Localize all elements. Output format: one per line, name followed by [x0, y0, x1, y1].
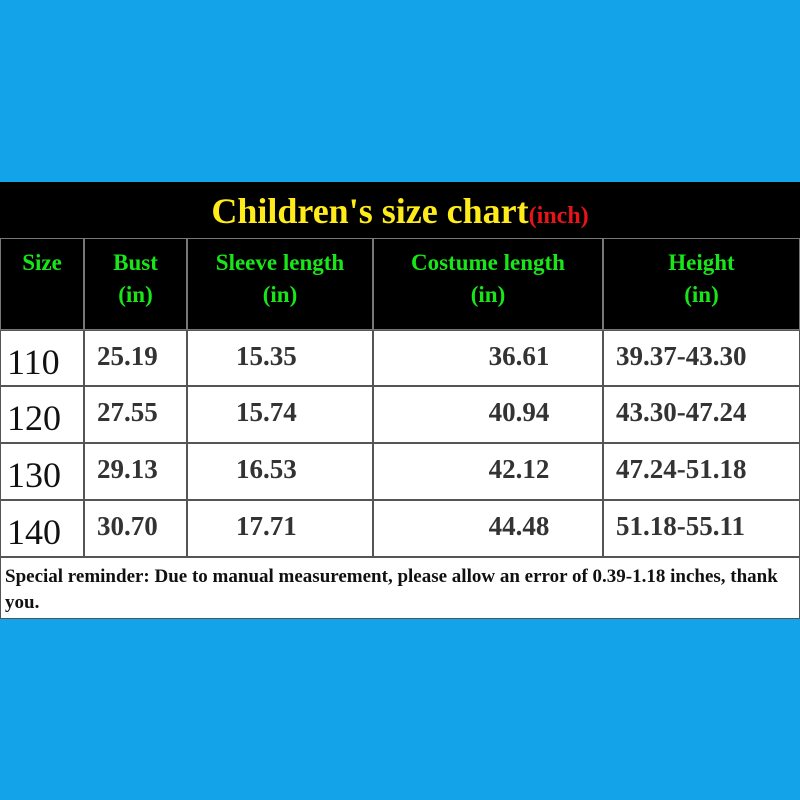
value-cell: 17.71	[187, 500, 373, 557]
size-cell: 140	[0, 500, 84, 557]
note: Special reminder: Due to manual measurem…	[0, 557, 800, 619]
value-cell: 27.55	[84, 386, 187, 443]
value-cell: 36.61	[373, 330, 603, 386]
header-label: Size	[22, 250, 62, 275]
value-cell: 42.12	[373, 443, 603, 500]
header-label: Height	[668, 250, 735, 275]
header-unit: (in)	[262, 282, 298, 307]
size-cell: 110	[0, 330, 84, 386]
header-unit: (in)	[684, 282, 719, 307]
value-cell: 44.48	[373, 500, 603, 557]
value-cell: 39.37-43.30	[603, 330, 800, 386]
header-label: Sleeve length	[215, 250, 345, 275]
value-cell: 25.19	[84, 330, 187, 386]
value-cell: 40.94	[373, 386, 603, 443]
header-label: Costume length	[411, 250, 565, 275]
value-cell: 43.30-47.24	[603, 386, 800, 443]
header-cell: Costume length (in)	[373, 238, 603, 330]
header-unit: (in)	[118, 282, 153, 307]
header-cell: Size	[0, 238, 84, 330]
value-cell: 51.18-55.11	[603, 500, 800, 557]
size-cell: 130	[0, 443, 84, 500]
size-cell: 120	[0, 386, 84, 443]
value-cell: 15.74	[187, 386, 373, 443]
header-label: Bust	[113, 250, 158, 275]
title: Children's size chart	[211, 191, 529, 231]
header-cell: Height (in)	[603, 238, 800, 330]
header-unit: (in)	[470, 282, 506, 307]
value-cell: 30.70	[84, 500, 187, 557]
value-cell: 47.24-51.18	[603, 443, 800, 500]
value-cell: 16.53	[187, 443, 373, 500]
header-cell: Sleeve length (in)	[187, 238, 373, 330]
value-cell: 15.35	[187, 330, 373, 386]
value-cell: 29.13	[84, 443, 187, 500]
title-unit: (inch)	[528, 203, 589, 229]
title-bar: Children's size chart(inch)	[0, 182, 800, 238]
header-cell: Bust (in)	[84, 238, 187, 330]
